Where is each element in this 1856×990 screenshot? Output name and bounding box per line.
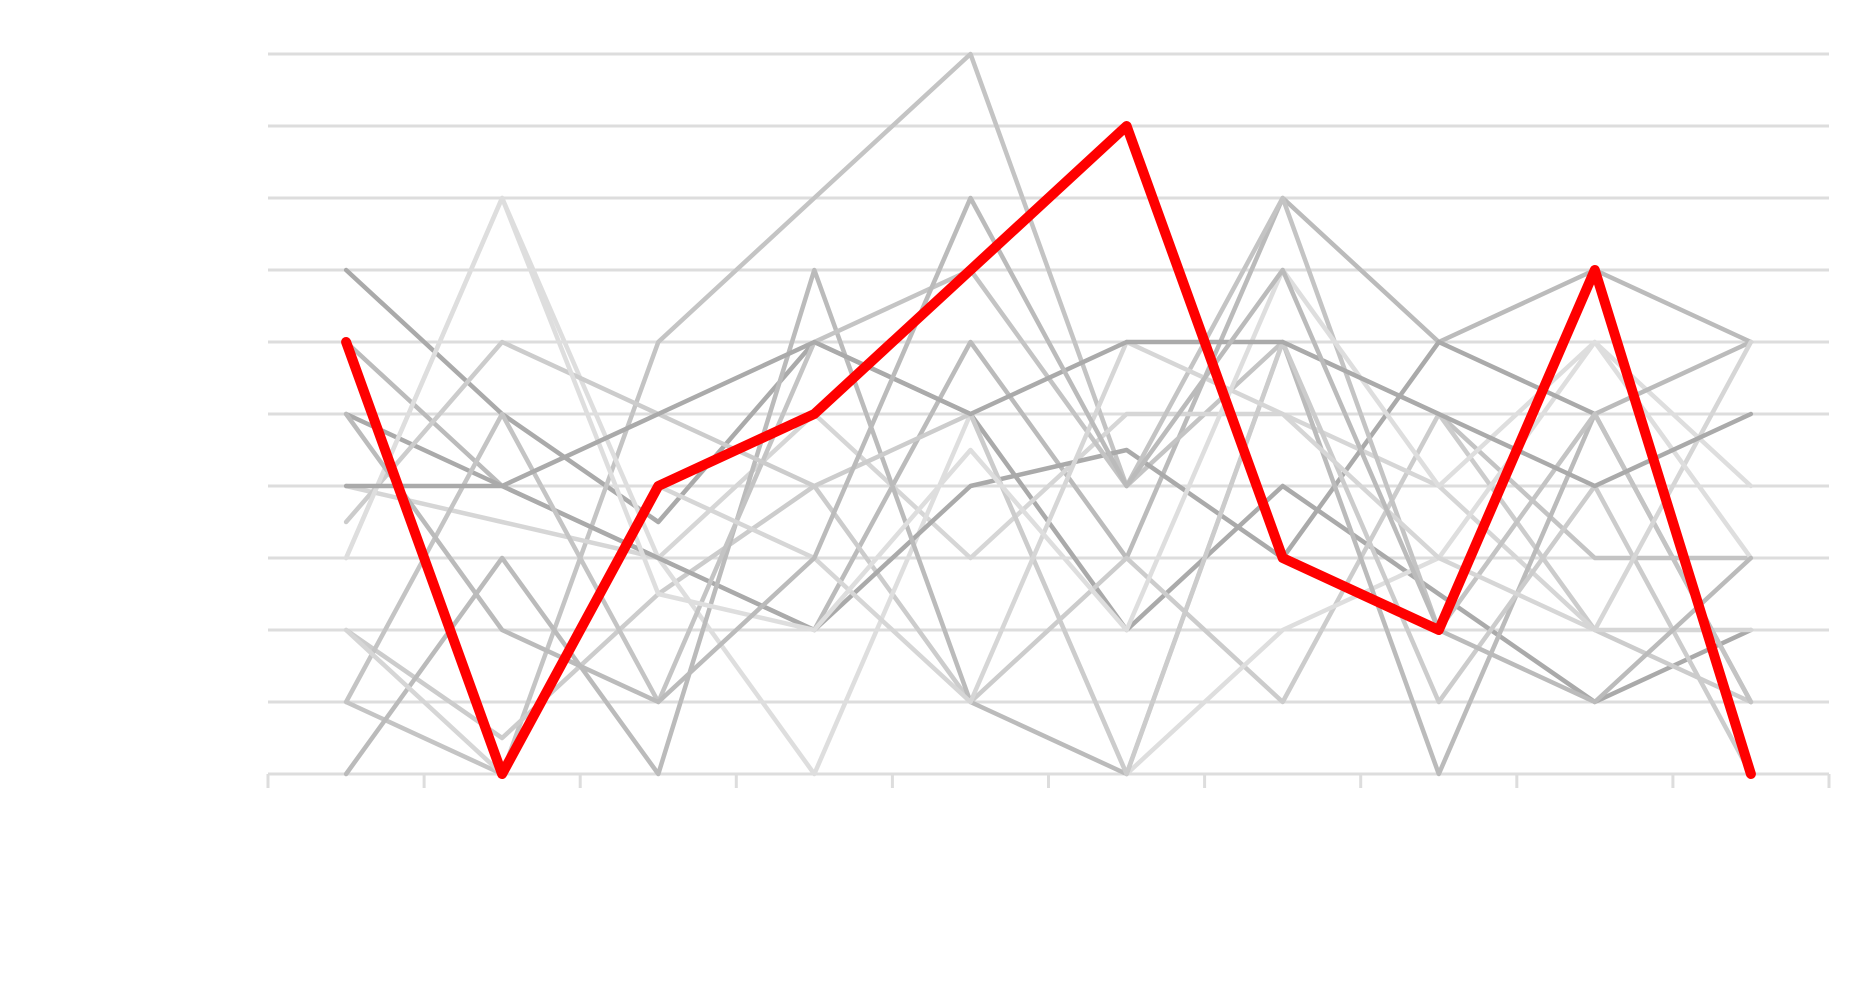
background-series-line — [343, 195, 1754, 705]
background-series-group — [343, 51, 1754, 777]
background-series-line — [343, 411, 1754, 633]
highlighted-series-group — [341, 121, 1756, 779]
highlighted-series-line — [341, 121, 1756, 779]
background-series-line — [343, 339, 1754, 705]
background-series-line — [343, 195, 1754, 633]
x-axis — [266, 772, 1831, 788]
